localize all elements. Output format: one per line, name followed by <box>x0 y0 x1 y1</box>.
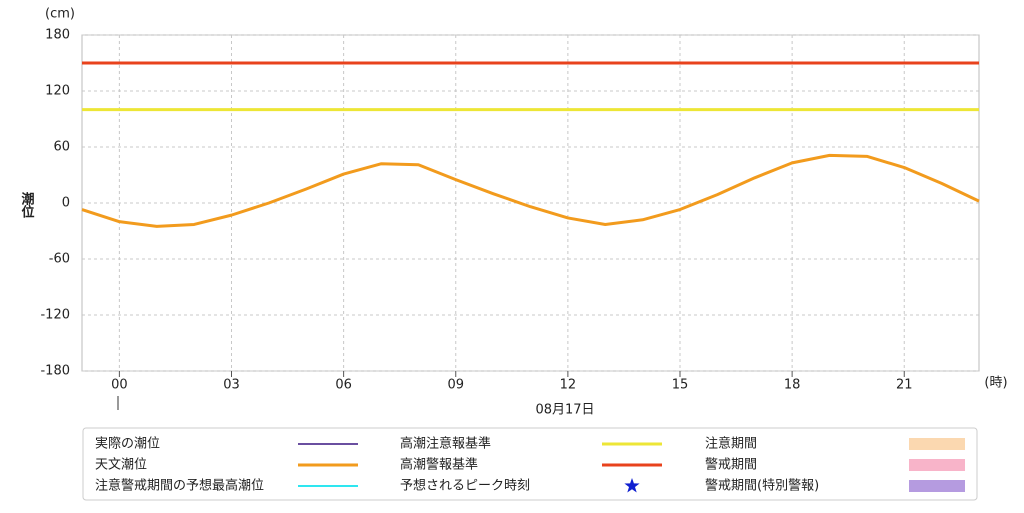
y-tick-label: -180 <box>40 364 70 379</box>
date-label: 08月17日 <box>535 403 594 418</box>
legend-label: 注意期間 <box>705 436 757 452</box>
x-tick-label: 06 <box>335 378 352 393</box>
legend-label: 警戒期間 <box>705 457 757 473</box>
x-tick-label: 03 <box>223 378 240 393</box>
x-unit: (時) <box>984 376 1007 391</box>
x-tick-label: 15 <box>672 378 689 393</box>
y-tick-label: -60 <box>49 252 70 267</box>
legend-label: 実際の潮位 <box>95 436 160 452</box>
x-tick-label: 09 <box>447 378 464 393</box>
legend-label: 高潮注意報基準 <box>400 436 491 452</box>
y-tick-label: 60 <box>53 140 70 155</box>
legend-label: 注意警戒期間の予想最高潮位 <box>95 478 264 494</box>
legend-label: 天文潮位 <box>95 458 147 473</box>
legend-swatch <box>624 478 640 493</box>
x-tick-label: 12 <box>560 378 577 393</box>
y-tick-label: 180 <box>45 28 70 43</box>
series-line <box>81 153 980 228</box>
legend-label: 高潮警報基準 <box>400 457 478 473</box>
legend-swatch <box>909 459 965 471</box>
x-tick-label: 21 <box>896 378 913 393</box>
legend-label: 予想されるピーク時刻 <box>400 478 530 494</box>
legend-label: 警戒期間(特別警報) <box>705 478 819 494</box>
legend-swatch <box>909 480 965 492</box>
y-axis-label: 潮位 <box>19 191 35 219</box>
y-tick-label: 0 <box>62 196 70 211</box>
y-unit: (cm) <box>45 7 75 22</box>
x-tick-label: 00 <box>111 378 128 393</box>
y-tick-label: 120 <box>45 84 70 99</box>
legend-box <box>82 427 978 501</box>
x-tick-label: 18 <box>784 378 801 393</box>
y-tick-label: -120 <box>40 308 70 323</box>
legend-swatch <box>909 438 965 450</box>
